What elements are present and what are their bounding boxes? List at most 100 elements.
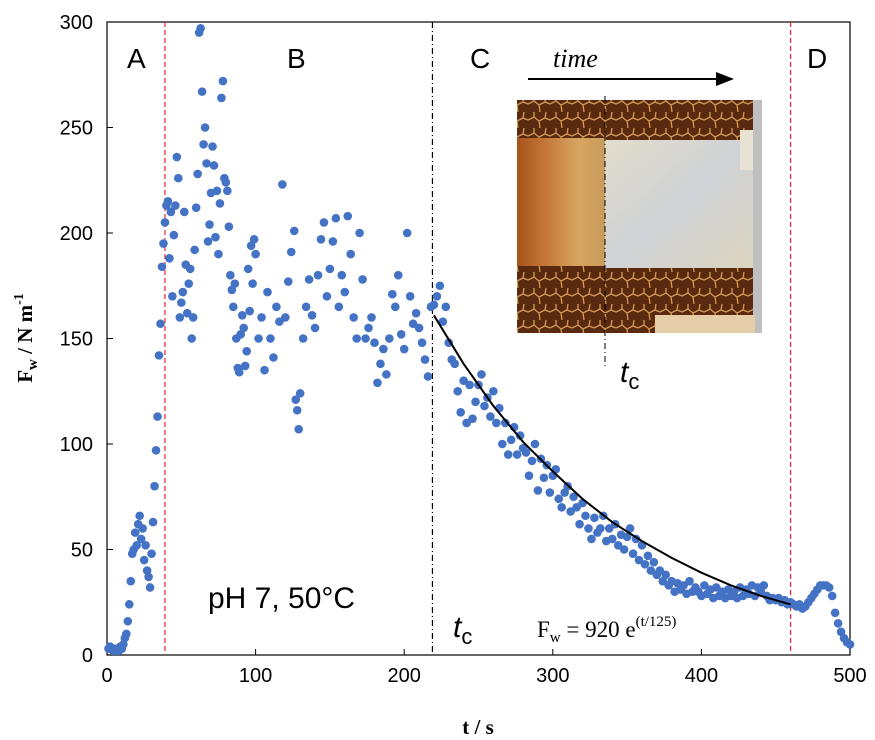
data-point <box>334 302 344 312</box>
data-point <box>388 289 397 299</box>
region-label-b: B <box>287 43 306 74</box>
data-point <box>245 306 254 316</box>
data-point <box>575 519 584 529</box>
data-point <box>322 292 332 301</box>
data-point <box>266 334 275 343</box>
data-point <box>126 576 136 586</box>
x-tick-label: 100 <box>239 665 272 687</box>
data-point <box>294 424 303 434</box>
data-point <box>521 448 531 457</box>
data-point <box>135 511 144 521</box>
data-point <box>139 555 149 565</box>
data-point <box>203 237 213 246</box>
data-point <box>229 302 238 312</box>
data-point <box>234 367 244 377</box>
data-point <box>199 140 208 149</box>
data-point <box>492 418 501 428</box>
data-point <box>622 532 632 542</box>
data-point <box>182 308 192 318</box>
data-point <box>453 386 462 396</box>
data-point <box>619 545 629 554</box>
data-point <box>175 313 185 322</box>
data-point <box>163 197 173 206</box>
data-point <box>489 386 498 396</box>
data-point <box>441 302 451 312</box>
data-point <box>239 323 249 333</box>
data-point <box>554 494 564 504</box>
axis-ticks: 0 100 200 300 400 500 0 50 100 150 200 250 300 <box>60 12 867 687</box>
data-point <box>429 300 439 310</box>
data-point <box>214 249 223 259</box>
data-point <box>700 581 709 590</box>
data-point <box>316 235 326 244</box>
data-point <box>524 471 534 480</box>
y-tick-label: 100 <box>60 434 93 456</box>
data-point <box>178 287 188 297</box>
data-point <box>212 186 222 196</box>
data-point <box>685 576 694 586</box>
data-point <box>272 302 281 312</box>
data-point <box>196 24 205 33</box>
data-point <box>569 492 578 502</box>
data-point <box>640 559 650 569</box>
data-point <box>291 395 301 404</box>
data-point <box>355 228 364 238</box>
data-point <box>340 287 350 297</box>
data-point <box>124 600 134 609</box>
data-point <box>343 211 353 221</box>
data-point <box>283 277 293 286</box>
inset-photo <box>517 100 762 333</box>
data-point <box>144 572 153 582</box>
data-point <box>179 207 189 217</box>
y-tick-label: 150 <box>60 329 93 351</box>
data-point <box>191 203 201 212</box>
data-point <box>649 557 659 567</box>
y-tick-label: 200 <box>60 223 93 245</box>
data-point <box>530 439 540 449</box>
data-point <box>177 298 186 307</box>
inset-time-label: time <box>553 44 598 73</box>
data-point <box>165 254 174 263</box>
data-point <box>385 334 394 343</box>
region-boundaries <box>164 22 792 655</box>
fit-curve <box>433 314 791 606</box>
data-point <box>423 372 433 381</box>
data-point <box>319 218 329 227</box>
data-point <box>278 180 287 189</box>
data-point <box>527 456 537 466</box>
data-point <box>584 524 593 533</box>
data-point <box>166 207 176 217</box>
data-point <box>581 511 590 521</box>
data-point <box>625 524 635 533</box>
data-point <box>197 87 207 96</box>
data-point <box>830 608 840 618</box>
data-point <box>634 555 644 565</box>
data-point <box>465 380 474 390</box>
data-point <box>408 319 418 329</box>
data-point <box>500 418 510 428</box>
data-point <box>310 323 320 333</box>
data-point <box>414 323 424 333</box>
data-point <box>260 365 269 375</box>
data-point <box>171 201 180 210</box>
data-point <box>215 199 225 208</box>
data-point <box>269 353 278 362</box>
data-point <box>141 540 150 550</box>
data-point <box>275 317 284 326</box>
data-point <box>468 414 477 423</box>
data-point <box>364 323 373 333</box>
data-point <box>281 313 290 322</box>
data-point <box>349 313 358 322</box>
data-point <box>373 378 382 388</box>
data-point <box>295 389 305 398</box>
data-point <box>462 418 471 428</box>
data-point <box>136 534 146 544</box>
data-point <box>480 401 489 411</box>
data-point <box>557 503 567 512</box>
data-point <box>497 439 507 449</box>
data-point <box>361 334 370 343</box>
data-point <box>224 222 234 231</box>
data-point <box>172 152 182 162</box>
data-points <box>104 24 855 656</box>
